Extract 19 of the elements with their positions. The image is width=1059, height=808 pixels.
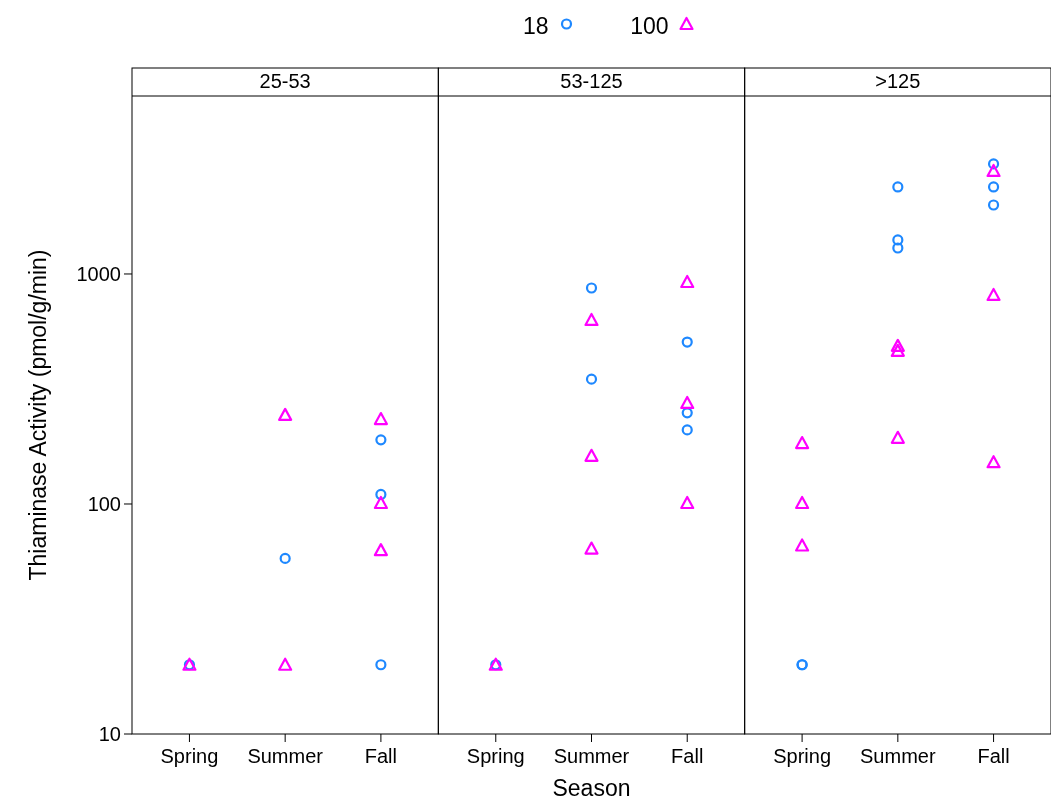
x-tick-label: Fall xyxy=(671,745,704,767)
x-tick-label: Summer xyxy=(860,745,936,767)
x-axis-title: Season xyxy=(552,775,631,801)
x-tick-label: Summer xyxy=(553,745,630,767)
chart-title: >125 xyxy=(875,70,921,92)
x-tick-label: Spring xyxy=(466,745,525,767)
x-tick-label: Spring xyxy=(160,745,219,767)
x-tick-label: Summer xyxy=(247,745,324,767)
x-tick-label: Fall xyxy=(977,745,1010,767)
chart-title: 53-125 xyxy=(560,70,623,92)
y-tick-label: 100 xyxy=(87,492,121,515)
legend-label: 100 xyxy=(630,13,669,40)
x-tick-label: Fall xyxy=(364,745,398,767)
chart-title: 25-53 xyxy=(259,70,311,92)
y-tick-label: 1000 xyxy=(76,262,121,285)
y-tick-label: 10 xyxy=(98,723,121,745)
y-axis-title: Thiaminase Activity (pmol/g/min) xyxy=(25,249,51,581)
legend-label: 18 xyxy=(522,13,549,40)
x-tick-label: Spring xyxy=(773,745,832,767)
